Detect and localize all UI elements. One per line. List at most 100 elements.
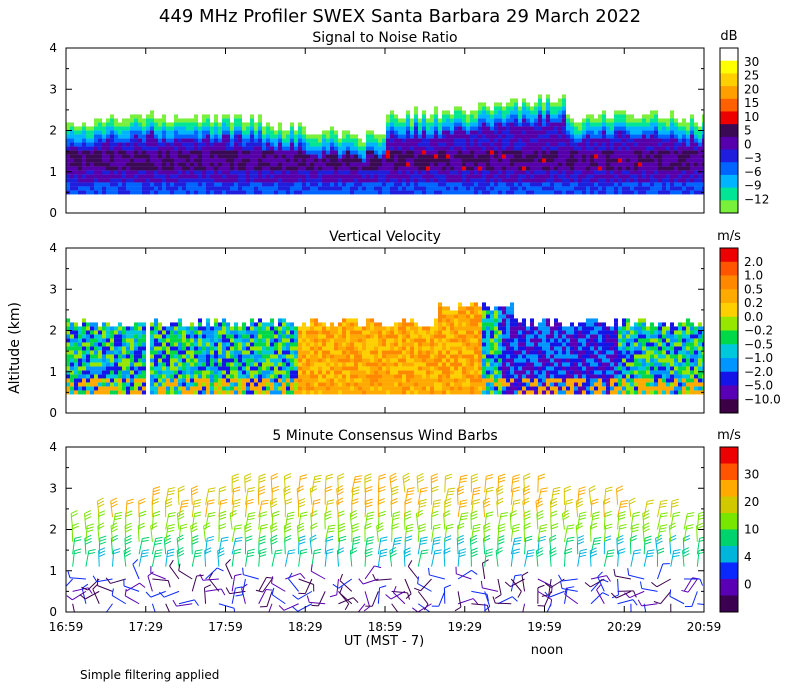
heatmap-cell bbox=[438, 390, 442, 395]
heatmap-cell bbox=[558, 114, 562, 119]
heatmap-cell bbox=[474, 390, 478, 395]
heatmap-cell bbox=[270, 150, 274, 155]
heatmap-cell bbox=[454, 138, 458, 143]
heatmap-cell bbox=[266, 346, 270, 351]
heatmap-cell bbox=[114, 378, 118, 383]
heatmap-cell bbox=[90, 354, 94, 359]
heatmap-cell bbox=[74, 154, 78, 159]
heatmap-cell bbox=[162, 126, 166, 131]
heatmap-cell bbox=[566, 134, 570, 139]
heatmap-cell bbox=[510, 186, 514, 191]
heatmap-cell bbox=[138, 114, 142, 119]
heatmap-cell bbox=[278, 342, 282, 347]
heatmap-cell bbox=[618, 142, 622, 147]
heatmap-cell bbox=[398, 354, 402, 359]
heatmap-cell bbox=[474, 322, 478, 327]
heatmap-cell bbox=[238, 190, 242, 195]
heatmap-cell bbox=[574, 138, 578, 143]
heatmap-cell bbox=[198, 390, 202, 395]
heatmap-cell bbox=[226, 366, 230, 371]
heatmap-cell bbox=[98, 366, 102, 371]
heatmap-cell bbox=[330, 374, 334, 379]
heatmap-cell bbox=[186, 374, 190, 379]
heatmap-cell bbox=[358, 370, 362, 375]
heatmap-cell bbox=[294, 342, 298, 347]
heatmap-cell bbox=[306, 174, 310, 179]
heatmap-cell bbox=[222, 346, 226, 351]
heatmap-cell bbox=[370, 386, 374, 391]
heatmap-cell bbox=[626, 158, 630, 163]
heatmap-cell bbox=[402, 322, 406, 327]
heatmap-cell bbox=[394, 146, 398, 151]
heatmap-cell bbox=[518, 186, 522, 191]
heatmap-cell bbox=[106, 162, 110, 167]
heatmap-cell bbox=[306, 354, 310, 359]
heatmap-cell bbox=[86, 346, 90, 351]
heatmap-cell bbox=[422, 326, 426, 331]
heatmap-cell bbox=[598, 150, 602, 155]
heatmap-cell bbox=[130, 178, 134, 183]
heatmap-cell bbox=[374, 190, 378, 195]
heatmap-cell bbox=[626, 122, 630, 127]
heatmap-cell bbox=[86, 322, 90, 327]
heatmap-cell bbox=[462, 338, 466, 343]
heatmap-cell bbox=[266, 162, 270, 167]
heatmap-cell bbox=[334, 178, 338, 183]
heatmap-cell bbox=[418, 362, 422, 367]
heatmap-cell bbox=[630, 146, 634, 151]
heatmap-cell bbox=[150, 370, 154, 375]
heatmap-cell bbox=[170, 382, 174, 387]
heatmap-cell bbox=[482, 390, 486, 395]
heatmap-cell bbox=[674, 146, 678, 151]
heatmap-cell bbox=[158, 122, 162, 127]
heatmap-cell bbox=[406, 326, 410, 331]
heatmap-cell bbox=[606, 138, 610, 143]
heatmap-cell bbox=[174, 130, 178, 135]
heatmap-cell bbox=[114, 150, 118, 155]
heatmap-cell bbox=[242, 122, 246, 127]
heatmap-cell bbox=[294, 190, 298, 195]
heatmap-cell bbox=[402, 146, 406, 151]
heatmap-cell bbox=[118, 370, 122, 375]
heatmap-cell bbox=[586, 162, 590, 167]
heatmap-cell bbox=[106, 366, 110, 371]
heatmap-cell bbox=[186, 182, 190, 187]
heatmap-cell bbox=[194, 122, 198, 127]
heatmap-cell bbox=[66, 182, 70, 187]
heatmap-cell bbox=[294, 178, 298, 183]
heatmap-cell bbox=[506, 126, 510, 131]
heatmap-cell bbox=[470, 318, 474, 323]
heatmap-cell bbox=[150, 138, 154, 143]
heatmap-cell bbox=[74, 162, 78, 167]
heatmap-cell bbox=[438, 318, 442, 323]
heatmap-cell bbox=[394, 162, 398, 167]
heatmap-cell bbox=[434, 186, 438, 191]
heatmap-cell bbox=[178, 362, 182, 367]
heatmap-cell bbox=[406, 358, 410, 363]
heatmap-cell bbox=[506, 190, 510, 195]
heatmap-cell bbox=[266, 126, 270, 131]
heatmap-cell bbox=[66, 138, 70, 143]
heatmap-cell bbox=[102, 150, 106, 155]
heatmap-cell bbox=[430, 130, 434, 135]
heatmap-cell bbox=[82, 166, 86, 171]
heatmap-cell bbox=[174, 390, 178, 395]
heatmap-cell bbox=[142, 374, 146, 379]
heatmap-cell bbox=[602, 130, 606, 135]
heatmap-cell bbox=[94, 178, 98, 183]
heatmap-cell bbox=[98, 170, 102, 175]
heatmap-cell bbox=[294, 130, 298, 135]
heatmap-cell bbox=[586, 174, 590, 179]
heatmap-cell bbox=[354, 382, 358, 387]
heatmap-cell bbox=[254, 134, 258, 139]
heatmap-cell bbox=[454, 342, 458, 347]
heatmap-cell bbox=[614, 142, 618, 147]
heatmap-cell bbox=[370, 374, 374, 379]
heatmap-cell bbox=[134, 138, 138, 143]
heatmap-cell bbox=[426, 130, 430, 135]
heatmap-cell bbox=[166, 178, 170, 183]
heatmap-cell bbox=[454, 166, 458, 171]
heatmap-cell bbox=[118, 134, 122, 139]
heatmap-cell bbox=[482, 350, 486, 355]
heatmap-cell bbox=[546, 142, 550, 147]
